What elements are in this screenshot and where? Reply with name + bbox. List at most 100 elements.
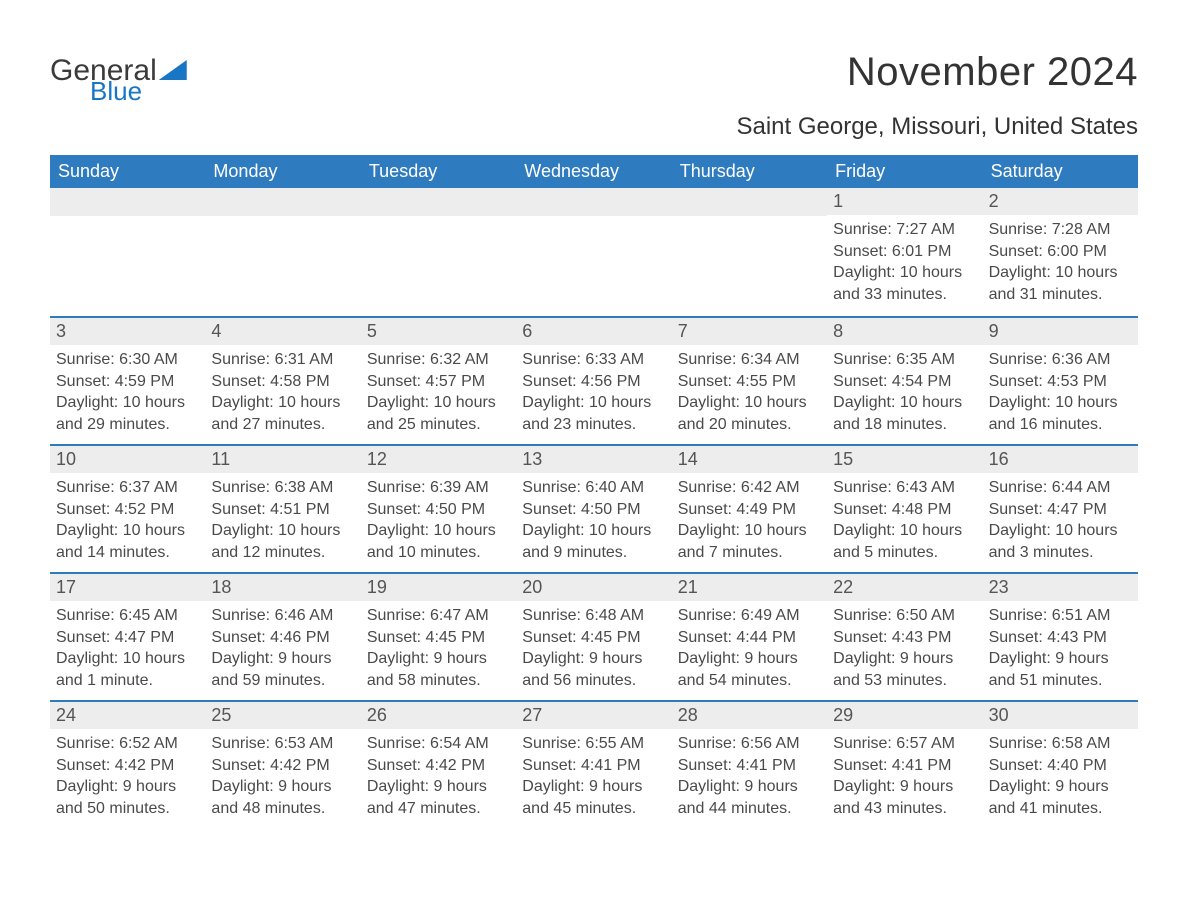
day-number: 29 xyxy=(827,702,982,729)
daylight-text: Daylight: 10 hours and 1 minute. xyxy=(56,648,199,691)
sunrise-text: Sunrise: 6:57 AM xyxy=(833,733,976,755)
day-cell: 16Sunrise: 6:44 AMSunset: 4:47 PMDayligh… xyxy=(983,446,1138,572)
day-number: 15 xyxy=(827,446,982,473)
sunset-text: Sunset: 4:40 PM xyxy=(989,755,1132,777)
calendar-week: 1Sunrise: 7:27 AMSunset: 6:01 PMDaylight… xyxy=(50,188,1138,316)
day-cell: 19Sunrise: 6:47 AMSunset: 4:45 PMDayligh… xyxy=(361,574,516,700)
day-number: 11 xyxy=(205,446,360,473)
daylight-text: Daylight: 10 hours and 18 minutes. xyxy=(833,392,976,435)
sunrise-text: Sunrise: 6:32 AM xyxy=(367,349,510,371)
sunset-text: Sunset: 4:54 PM xyxy=(833,371,976,393)
day-cell: 22Sunrise: 6:50 AMSunset: 4:43 PMDayligh… xyxy=(827,574,982,700)
day-body: Sunrise: 6:35 AMSunset: 4:54 PMDaylight:… xyxy=(827,345,982,443)
daylight-text: Daylight: 10 hours and 3 minutes. xyxy=(989,520,1132,563)
empty-day-header xyxy=(205,188,360,216)
sunset-text: Sunset: 4:58 PM xyxy=(211,371,354,393)
day-number: 5 xyxy=(361,318,516,345)
daylight-text: Daylight: 9 hours and 41 minutes. xyxy=(989,776,1132,819)
day-cell: 26Sunrise: 6:54 AMSunset: 4:42 PMDayligh… xyxy=(361,702,516,828)
sunset-text: Sunset: 4:51 PM xyxy=(211,499,354,521)
sunset-text: Sunset: 4:42 PM xyxy=(56,755,199,777)
day-number: 17 xyxy=(50,574,205,601)
daylight-text: Daylight: 9 hours and 59 minutes. xyxy=(211,648,354,691)
day-body: Sunrise: 6:31 AMSunset: 4:58 PMDaylight:… xyxy=(205,345,360,443)
daylight-text: Daylight: 10 hours and 31 minutes. xyxy=(989,262,1132,305)
day-body: Sunrise: 6:34 AMSunset: 4:55 PMDaylight:… xyxy=(672,345,827,443)
day-body: Sunrise: 6:32 AMSunset: 4:57 PMDaylight:… xyxy=(361,345,516,443)
day-cell: 23Sunrise: 6:51 AMSunset: 4:43 PMDayligh… xyxy=(983,574,1138,700)
month-title: November 2024 xyxy=(736,50,1138,95)
daylight-text: Daylight: 10 hours and 23 minutes. xyxy=(522,392,665,435)
day-body: Sunrise: 7:27 AMSunset: 6:01 PMDaylight:… xyxy=(827,215,982,313)
sunrise-text: Sunrise: 6:56 AM xyxy=(678,733,821,755)
day-number: 1 xyxy=(827,188,982,215)
sunrise-text: Sunrise: 6:46 AM xyxy=(211,605,354,627)
day-cell: 15Sunrise: 6:43 AMSunset: 4:48 PMDayligh… xyxy=(827,446,982,572)
day-number: 10 xyxy=(50,446,205,473)
sunrise-text: Sunrise: 6:36 AM xyxy=(989,349,1132,371)
location-subtitle: Saint George, Missouri, United States xyxy=(736,113,1138,141)
day-body: Sunrise: 6:36 AMSunset: 4:53 PMDaylight:… xyxy=(983,345,1138,443)
day-cell: 25Sunrise: 6:53 AMSunset: 4:42 PMDayligh… xyxy=(205,702,360,828)
day-number: 14 xyxy=(672,446,827,473)
day-cell: 18Sunrise: 6:46 AMSunset: 4:46 PMDayligh… xyxy=(205,574,360,700)
sunrise-text: Sunrise: 6:55 AM xyxy=(522,733,665,755)
sunset-text: Sunset: 4:47 PM xyxy=(56,627,199,649)
weekday-header: Tuesday xyxy=(361,155,516,188)
day-body: Sunrise: 6:55 AMSunset: 4:41 PMDaylight:… xyxy=(516,729,671,827)
day-body: Sunrise: 6:49 AMSunset: 4:44 PMDaylight:… xyxy=(672,601,827,699)
weekday-header: Thursday xyxy=(672,155,827,188)
day-number: 4 xyxy=(205,318,360,345)
sunset-text: Sunset: 4:50 PM xyxy=(367,499,510,521)
weekday-header: Wednesday xyxy=(516,155,671,188)
empty-day-header xyxy=(672,188,827,216)
calendar-week: 17Sunrise: 6:45 AMSunset: 4:47 PMDayligh… xyxy=(50,572,1138,700)
day-body: Sunrise: 6:48 AMSunset: 4:45 PMDaylight:… xyxy=(516,601,671,699)
weekday-header: Sunday xyxy=(50,155,205,188)
daylight-text: Daylight: 9 hours and 51 minutes. xyxy=(989,648,1132,691)
day-number: 24 xyxy=(50,702,205,729)
day-number: 26 xyxy=(361,702,516,729)
sunset-text: Sunset: 4:55 PM xyxy=(678,371,821,393)
sunset-text: Sunset: 4:48 PM xyxy=(833,499,976,521)
daylight-text: Daylight: 10 hours and 27 minutes. xyxy=(211,392,354,435)
day-body: Sunrise: 6:33 AMSunset: 4:56 PMDaylight:… xyxy=(516,345,671,443)
sunrise-text: Sunrise: 6:40 AM xyxy=(522,477,665,499)
day-number: 16 xyxy=(983,446,1138,473)
day-body: Sunrise: 6:39 AMSunset: 4:50 PMDaylight:… xyxy=(361,473,516,571)
sunset-text: Sunset: 4:41 PM xyxy=(833,755,976,777)
daylight-text: Daylight: 10 hours and 25 minutes. xyxy=(367,392,510,435)
day-cell: 17Sunrise: 6:45 AMSunset: 4:47 PMDayligh… xyxy=(50,574,205,700)
day-body: Sunrise: 6:46 AMSunset: 4:46 PMDaylight:… xyxy=(205,601,360,699)
day-cell: 13Sunrise: 6:40 AMSunset: 4:50 PMDayligh… xyxy=(516,446,671,572)
daylight-text: Daylight: 10 hours and 7 minutes. xyxy=(678,520,821,563)
weekday-header: Saturday xyxy=(983,155,1138,188)
empty-day-header xyxy=(361,188,516,216)
daylight-text: Daylight: 9 hours and 45 minutes. xyxy=(522,776,665,819)
daylight-text: Daylight: 9 hours and 48 minutes. xyxy=(211,776,354,819)
day-number: 9 xyxy=(983,318,1138,345)
daylight-text: Daylight: 9 hours and 47 minutes. xyxy=(367,776,510,819)
day-cell: 20Sunrise: 6:48 AMSunset: 4:45 PMDayligh… xyxy=(516,574,671,700)
daylight-text: Daylight: 9 hours and 50 minutes. xyxy=(56,776,199,819)
sunrise-text: Sunrise: 6:54 AM xyxy=(367,733,510,755)
day-number: 18 xyxy=(205,574,360,601)
day-body: Sunrise: 6:45 AMSunset: 4:47 PMDaylight:… xyxy=(50,601,205,699)
day-cell: 10Sunrise: 6:37 AMSunset: 4:52 PMDayligh… xyxy=(50,446,205,572)
day-body: Sunrise: 6:56 AMSunset: 4:41 PMDaylight:… xyxy=(672,729,827,827)
sunrise-text: Sunrise: 6:44 AM xyxy=(989,477,1132,499)
day-cell: 3Sunrise: 6:30 AMSunset: 4:59 PMDaylight… xyxy=(50,318,205,444)
calendar-week: 24Sunrise: 6:52 AMSunset: 4:42 PMDayligh… xyxy=(50,700,1138,828)
sunrise-text: Sunrise: 6:45 AM xyxy=(56,605,199,627)
daylight-text: Daylight: 9 hours and 58 minutes. xyxy=(367,648,510,691)
sunset-text: Sunset: 4:59 PM xyxy=(56,371,199,393)
sunrise-text: Sunrise: 6:37 AM xyxy=(56,477,199,499)
day-number: 28 xyxy=(672,702,827,729)
day-cell: 27Sunrise: 6:55 AMSunset: 4:41 PMDayligh… xyxy=(516,702,671,828)
day-number: 22 xyxy=(827,574,982,601)
sunrise-text: Sunrise: 7:28 AM xyxy=(989,219,1132,241)
day-body: Sunrise: 6:51 AMSunset: 4:43 PMDaylight:… xyxy=(983,601,1138,699)
daylight-text: Daylight: 10 hours and 5 minutes. xyxy=(833,520,976,563)
logo: General Blue xyxy=(50,50,187,104)
sunrise-text: Sunrise: 6:52 AM xyxy=(56,733,199,755)
